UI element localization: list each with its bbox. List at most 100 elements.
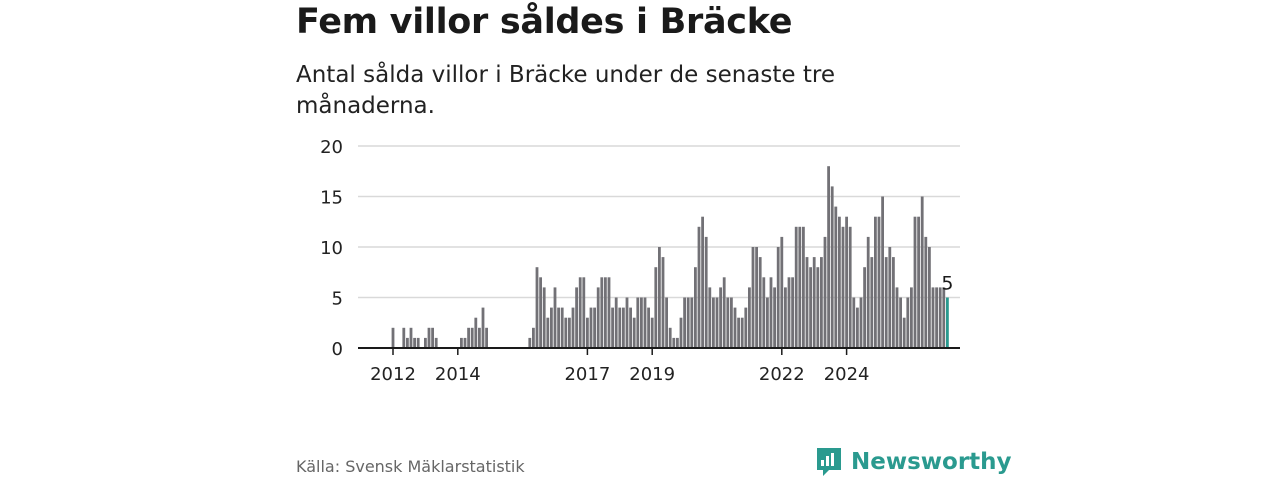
bar <box>434 337 438 348</box>
bar <box>431 327 434 348</box>
bar <box>859 297 863 348</box>
bars <box>391 166 949 348</box>
bar <box>636 297 640 348</box>
bar <box>740 317 744 348</box>
bar <box>582 277 586 348</box>
bar <box>424 337 427 348</box>
data-labels: 5 <box>941 273 953 295</box>
bar <box>589 307 593 348</box>
bar <box>708 287 712 348</box>
bar <box>874 216 877 348</box>
bar <box>787 277 791 348</box>
bar <box>406 337 409 348</box>
bar <box>852 297 856 348</box>
bar <box>575 287 578 348</box>
bar <box>586 317 589 348</box>
bar-latest <box>946 297 949 348</box>
bar <box>744 307 748 348</box>
bar <box>780 236 784 348</box>
bar <box>899 297 902 348</box>
bar <box>535 267 539 348</box>
bar <box>920 196 924 348</box>
bar <box>931 287 935 348</box>
brand-name: Newsworthy <box>851 449 1012 475</box>
bar <box>834 206 838 348</box>
newsworthy-logo-icon <box>817 448 841 476</box>
bar <box>604 277 607 348</box>
bar <box>715 297 719 348</box>
bar <box>470 327 474 348</box>
brand-logo[interactable]: Newsworthy <box>815 446 1012 478</box>
bar <box>924 236 928 348</box>
bar <box>546 317 550 348</box>
bar <box>640 297 643 348</box>
x-tick-label: 2014 <box>435 364 481 385</box>
bar <box>888 247 892 348</box>
bar <box>719 287 722 348</box>
bar <box>895 287 899 348</box>
bar <box>712 297 715 348</box>
bar <box>413 337 416 348</box>
x-tick-label: 2024 <box>824 364 870 385</box>
bar <box>722 277 726 348</box>
bar <box>683 297 686 348</box>
bar <box>614 297 618 348</box>
bar-chart: 0 5 10 15 20 2012 2014 2017 2019 2022 2024 5 <box>320 137 960 385</box>
bar <box>755 247 758 348</box>
bar <box>758 257 762 348</box>
bar <box>942 287 946 348</box>
bar <box>726 297 730 348</box>
bar <box>794 226 798 348</box>
bar <box>460 337 463 348</box>
latest-value-label: 5 <box>941 273 953 295</box>
bar <box>870 257 874 348</box>
bar <box>571 307 575 348</box>
bar <box>845 216 848 348</box>
y-tick-label: 0 <box>332 339 343 360</box>
chart-subtitle: Antal sålda villor i Bräcke under de sen… <box>296 62 835 119</box>
x-axis <box>358 347 960 355</box>
bar <box>463 337 467 348</box>
bar <box>650 317 654 348</box>
bar <box>676 337 679 348</box>
bar <box>607 277 611 348</box>
bar <box>802 226 805 348</box>
bar <box>539 277 542 348</box>
bar <box>611 307 614 348</box>
bar <box>686 297 690 348</box>
bar <box>776 247 780 348</box>
bar <box>568 317 571 348</box>
bar <box>643 297 647 348</box>
source-note: Källa: Svensk Mäklarstatistik <box>296 457 525 476</box>
x-tick-label: 2019 <box>629 364 675 385</box>
bar <box>658 247 661 348</box>
bar <box>550 307 553 348</box>
bar <box>748 287 751 348</box>
bar <box>928 247 931 348</box>
bar <box>733 307 737 348</box>
bar <box>679 317 683 348</box>
bar <box>528 337 532 348</box>
x-tick-label: 2017 <box>564 364 610 385</box>
bar <box>391 327 395 348</box>
bar <box>668 327 672 348</box>
bar <box>622 307 625 348</box>
y-tick-label: 5 <box>332 289 343 310</box>
bar <box>564 317 568 348</box>
bar <box>542 287 546 348</box>
bar <box>481 307 485 348</box>
bar <box>791 277 794 348</box>
y-tick-label: 10 <box>320 238 343 259</box>
bar <box>798 226 802 348</box>
bar <box>784 287 787 348</box>
x-tick-label: 2022 <box>759 364 805 385</box>
bar <box>532 327 535 348</box>
bar <box>863 267 866 348</box>
bar <box>823 236 827 348</box>
bar <box>416 337 420 348</box>
bar <box>841 226 845 348</box>
bar <box>647 307 650 348</box>
bar <box>701 216 704 348</box>
bar <box>917 216 920 348</box>
bar <box>892 257 895 348</box>
